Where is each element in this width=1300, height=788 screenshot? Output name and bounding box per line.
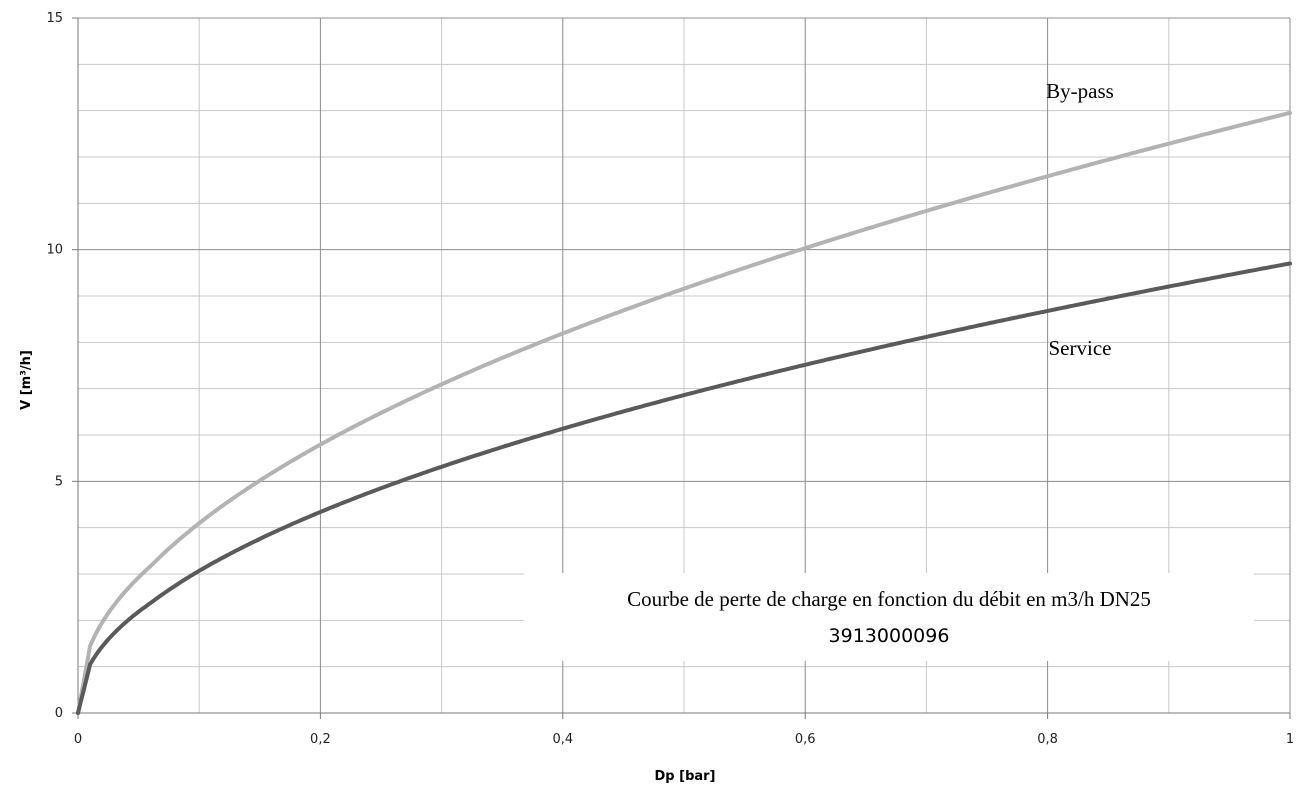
y-tick-label: 15: [46, 11, 63, 26]
x-axis-ticks: 0 0,2 0,4 0,6 0,8 1: [74, 713, 1294, 747]
series-label-bypass: By-pass: [1046, 79, 1114, 103]
x-tick-label: 0,4: [552, 732, 573, 747]
x-axis-title: Dp [bar]: [655, 769, 716, 784]
grid-major: [73, 17, 1291, 718]
x-tick-label: 0,6: [795, 732, 816, 747]
y-tick-label: 5: [55, 474, 63, 489]
x-tick-label: 0: [74, 732, 82, 747]
x-tick-label: 0,8: [1037, 732, 1058, 747]
series-line-bypass: [76, 110, 1292, 715]
series-line-service: [76, 261, 1292, 715]
y-axis-title: V [m³/h]: [19, 350, 34, 410]
annotation-line-2: 3913000096: [829, 625, 950, 647]
x-tick-label: 1: [1286, 732, 1294, 747]
y-tick-label: 0: [55, 706, 63, 721]
annotation-line-1: Courbe de perte de charge en fonction du…: [627, 587, 1151, 611]
x-tick-label: 0,2: [310, 732, 331, 747]
series-layer: [76, 110, 1292, 715]
y-axis-ticks: 0 5 10 15: [46, 11, 78, 721]
y-tick-label: 10: [46, 243, 63, 258]
annotation-box: [524, 573, 1254, 661]
series-label-service: Service: [1049, 336, 1112, 360]
grid-minor: [78, 18, 1290, 713]
